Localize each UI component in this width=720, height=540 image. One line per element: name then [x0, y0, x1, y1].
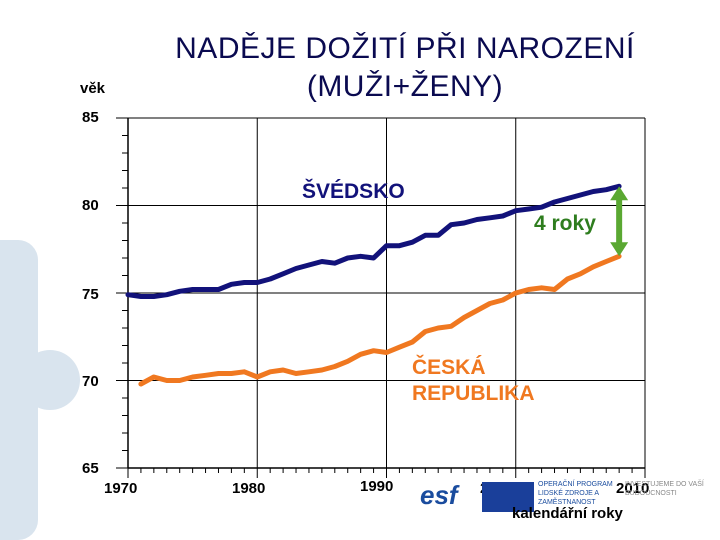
chart-title: NADĚJE DOŽITÍ PŘI NAROZENÍ (MUŽI+ŽENY) [150, 30, 660, 106]
sponsor-logos: esf OPERAČNÍ PROGRAM LIDSKÉ ZDROJE A ZAM… [420, 478, 720, 540]
series-label-sweden: ŠVÉDSKO [302, 180, 405, 203]
op-lidske-zdroje-logo: OPERAČNÍ PROGRAM LIDSKÉ ZDROJE A ZAMĚSTN… [538, 481, 613, 506]
y-tick-label: 85 [82, 109, 99, 126]
x-tick-label: 1970 [104, 480, 138, 497]
x-tick-label: 2010 [616, 480, 650, 497]
series-line-sweden [125, 183, 622, 299]
background-decoration [20, 350, 80, 410]
gap-arrow-head-bottom [610, 242, 629, 257]
title-line-1: NADĚJE DOŽITÍ PŘI NAROZENÍ [175, 32, 635, 65]
gap-arrow-head-top [610, 186, 629, 201]
y-tick-label: 80 [82, 197, 99, 214]
title-line-2: (MUŽI+ŽENY) [306, 70, 504, 103]
eu-flag-icon [482, 482, 534, 512]
y-tick-label: 65 [82, 460, 99, 477]
x-tick-label: 1990 [360, 478, 394, 495]
y-axis-label: věk [80, 80, 106, 97]
x-axis-label: kalendářní roky [512, 505, 623, 522]
y-tick-label: 75 [82, 286, 99, 303]
series-label-czech: ČESKÁ REPUBLIKA [412, 356, 535, 405]
esf-logo: esf [420, 480, 458, 510]
gap-annotation: 4 roky [534, 212, 596, 235]
y-tick-label: 70 [82, 373, 99, 390]
investujeme-logo: INVESTUJEME DO VAŠÍ BUDOUCNOSTI [625, 481, 704, 497]
x-tick-label: 1980 [232, 480, 266, 497]
series-line-czech [138, 253, 622, 387]
